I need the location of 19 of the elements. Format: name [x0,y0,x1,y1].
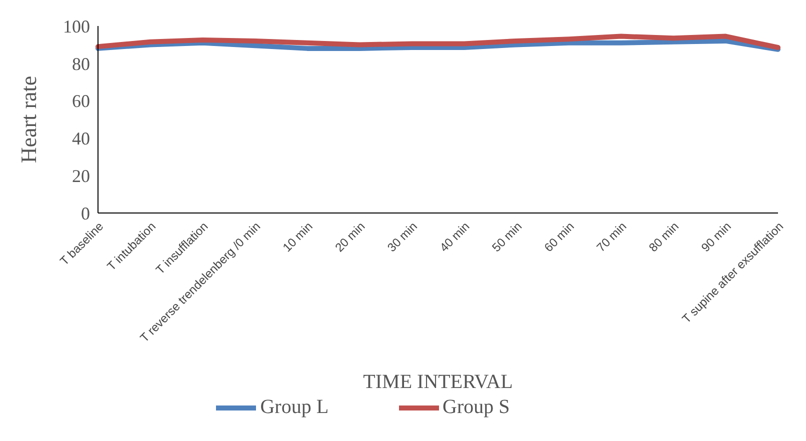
legend-label: Group L [260,396,329,418]
x-tick-label: 70 min [594,219,630,255]
y-tick-label: 80 [72,54,90,74]
x-tick-label: 10 min [280,219,316,255]
y-axis-title: Heart rate [16,76,41,164]
x-tick-label: 90 min [698,219,734,255]
x-tick-label: 30 min [384,219,420,255]
x-tick-label: 60 min [542,219,577,255]
y-tick-label: 20 [72,166,90,186]
x-tick-label: 20 min [332,219,368,255]
x-tick-label: 80 min [646,219,682,255]
y-tick-label: 0 [81,203,90,224]
x-axis-title: TIME INTERVAL [363,371,513,393]
y-tick-label: 100 [63,16,90,36]
y-tick-label: 40 [72,128,90,149]
x-tick-label: 40 min [436,219,472,255]
legend-label: Group S [442,396,510,418]
y-tick-label: 60 [72,91,90,112]
x-tick-label: 50 min [489,219,525,255]
